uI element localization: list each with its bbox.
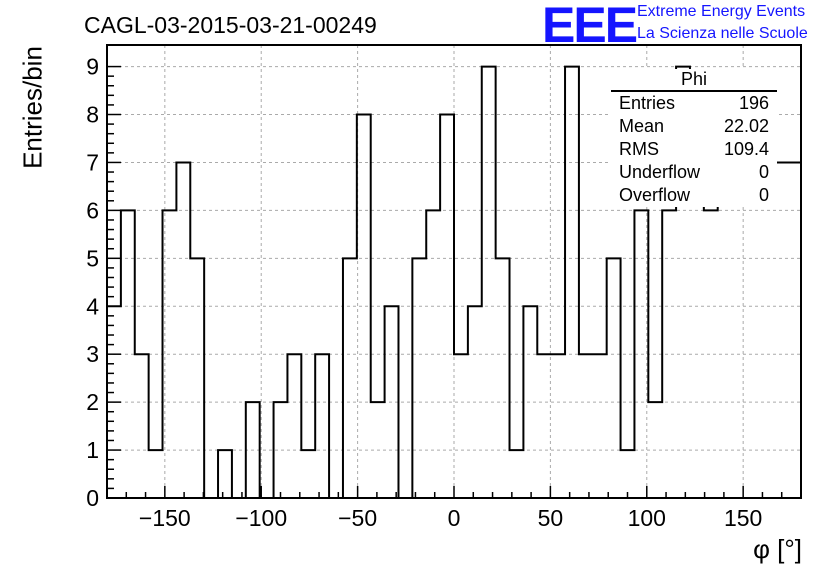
y-tick-label: 3	[86, 341, 99, 367]
x-axis-ticks: −150 −100 −50 0 50 100 150	[125, 486, 783, 531]
stats-row-overflow: Overflow 0	[611, 184, 777, 207]
stats-key: Mean	[619, 116, 665, 136]
y-tick-label: 1	[86, 437, 99, 463]
x-tick-label: −50	[338, 505, 377, 531]
stats-key: Entries	[619, 93, 676, 113]
stats-value: 109.4	[723, 139, 769, 159]
stats-row-mean: Mean 22.02	[611, 115, 777, 138]
x-axis-label: φ [°]	[753, 534, 802, 564]
stats-key: RMS	[619, 139, 659, 159]
logo-line-1: Extreme Energy Events	[637, 3, 806, 20]
x-tick-label: −150	[139, 505, 191, 531]
stats-value: 0	[758, 162, 769, 182]
chart-title: CAGL-03-2015-03-21-00249	[84, 12, 377, 38]
y-tick-label: 7	[86, 149, 99, 175]
stats-title: Phi	[611, 69, 777, 92]
y-tick-label: 6	[86, 197, 99, 223]
stats-value: 196	[738, 93, 769, 113]
y-tick-label: 9	[86, 54, 99, 80]
x-tick-label: 150	[724, 505, 762, 531]
x-tick-label: 0	[448, 505, 461, 531]
x-tick-label: −100	[235, 505, 287, 531]
stats-key: Overflow	[619, 185, 691, 205]
y-tick-label: 0	[86, 485, 99, 511]
y-tick-label: 4	[86, 293, 99, 319]
y-tick-label: 2	[86, 389, 99, 415]
stats-box: Phi Entries 196 Mean 22.02 RMS 109.4 Und…	[611, 69, 777, 207]
stats-key: Underflow	[619, 162, 701, 182]
stats-row-underflow: Underflow 0	[611, 161, 777, 184]
stats-row-entries: Entries 196	[611, 92, 777, 115]
stats-value: 22.02	[723, 116, 769, 136]
y-axis-ticks: 0 1 2 3 4 5 6 7 8 9	[86, 54, 121, 511]
x-tick-label: 100	[628, 505, 666, 531]
eee-logo: EEE	[542, 0, 638, 53]
y-tick-label: 5	[86, 245, 99, 271]
stats-row-rms: RMS 109.4	[611, 138, 777, 161]
y-tick-label: 8	[86, 102, 99, 128]
y-axis-label: Entries/bin	[17, 46, 48, 169]
x-tick-label: 50	[538, 505, 564, 531]
logo-line-2: La Scienza nelle Scuole	[637, 25, 808, 42]
stats-value: 0	[758, 185, 769, 205]
